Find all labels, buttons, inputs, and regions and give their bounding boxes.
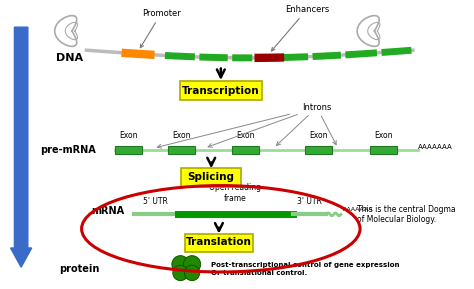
Text: pre-mRNA: pre-mRNA — [40, 145, 96, 155]
Text: Translation: Translation — [186, 237, 252, 247]
Text: Enhancers: Enhancers — [272, 5, 329, 51]
Circle shape — [184, 265, 200, 281]
Bar — [232, 146, 259, 154]
Bar — [168, 146, 195, 154]
Text: AAAAAAA: AAAAAAA — [343, 207, 373, 212]
Text: Introns: Introns — [302, 103, 331, 112]
Text: Exon: Exon — [119, 131, 138, 140]
Text: protein: protein — [60, 264, 100, 274]
Text: DNA: DNA — [55, 53, 83, 63]
Text: mRNA: mRNA — [91, 205, 124, 216]
FancyBboxPatch shape — [185, 234, 253, 252]
Circle shape — [172, 256, 189, 273]
Text: Promoter: Promoter — [140, 9, 181, 48]
Text: Exon: Exon — [310, 131, 328, 140]
Text: 5' UTR: 5' UTR — [143, 197, 168, 206]
Bar — [370, 146, 397, 154]
Circle shape — [183, 256, 201, 273]
Bar — [115, 146, 142, 154]
Circle shape — [173, 265, 188, 281]
Text: Exon: Exon — [172, 131, 191, 140]
Text: AAAAAAA: AAAAAAA — [418, 144, 452, 150]
Text: Exon: Exon — [237, 131, 255, 140]
Text: Exon: Exon — [374, 131, 392, 140]
Text: 3' UTR: 3' UTR — [297, 197, 321, 206]
Text: Splicing: Splicing — [188, 172, 235, 182]
FancyBboxPatch shape — [182, 168, 241, 186]
Text: This is the central Dogma
of Molecular Biology.: This is the central Dogma of Molecular B… — [357, 205, 456, 224]
FancyBboxPatch shape — [180, 81, 262, 100]
FancyArrow shape — [10, 27, 32, 267]
Text: Post-transcriptional control of gene expression
Or translational control.: Post-transcriptional control of gene exp… — [211, 262, 400, 276]
Bar — [305, 146, 332, 154]
Text: Transcription: Transcription — [182, 86, 260, 96]
Text: Open reading
frame: Open reading frame — [209, 184, 261, 203]
